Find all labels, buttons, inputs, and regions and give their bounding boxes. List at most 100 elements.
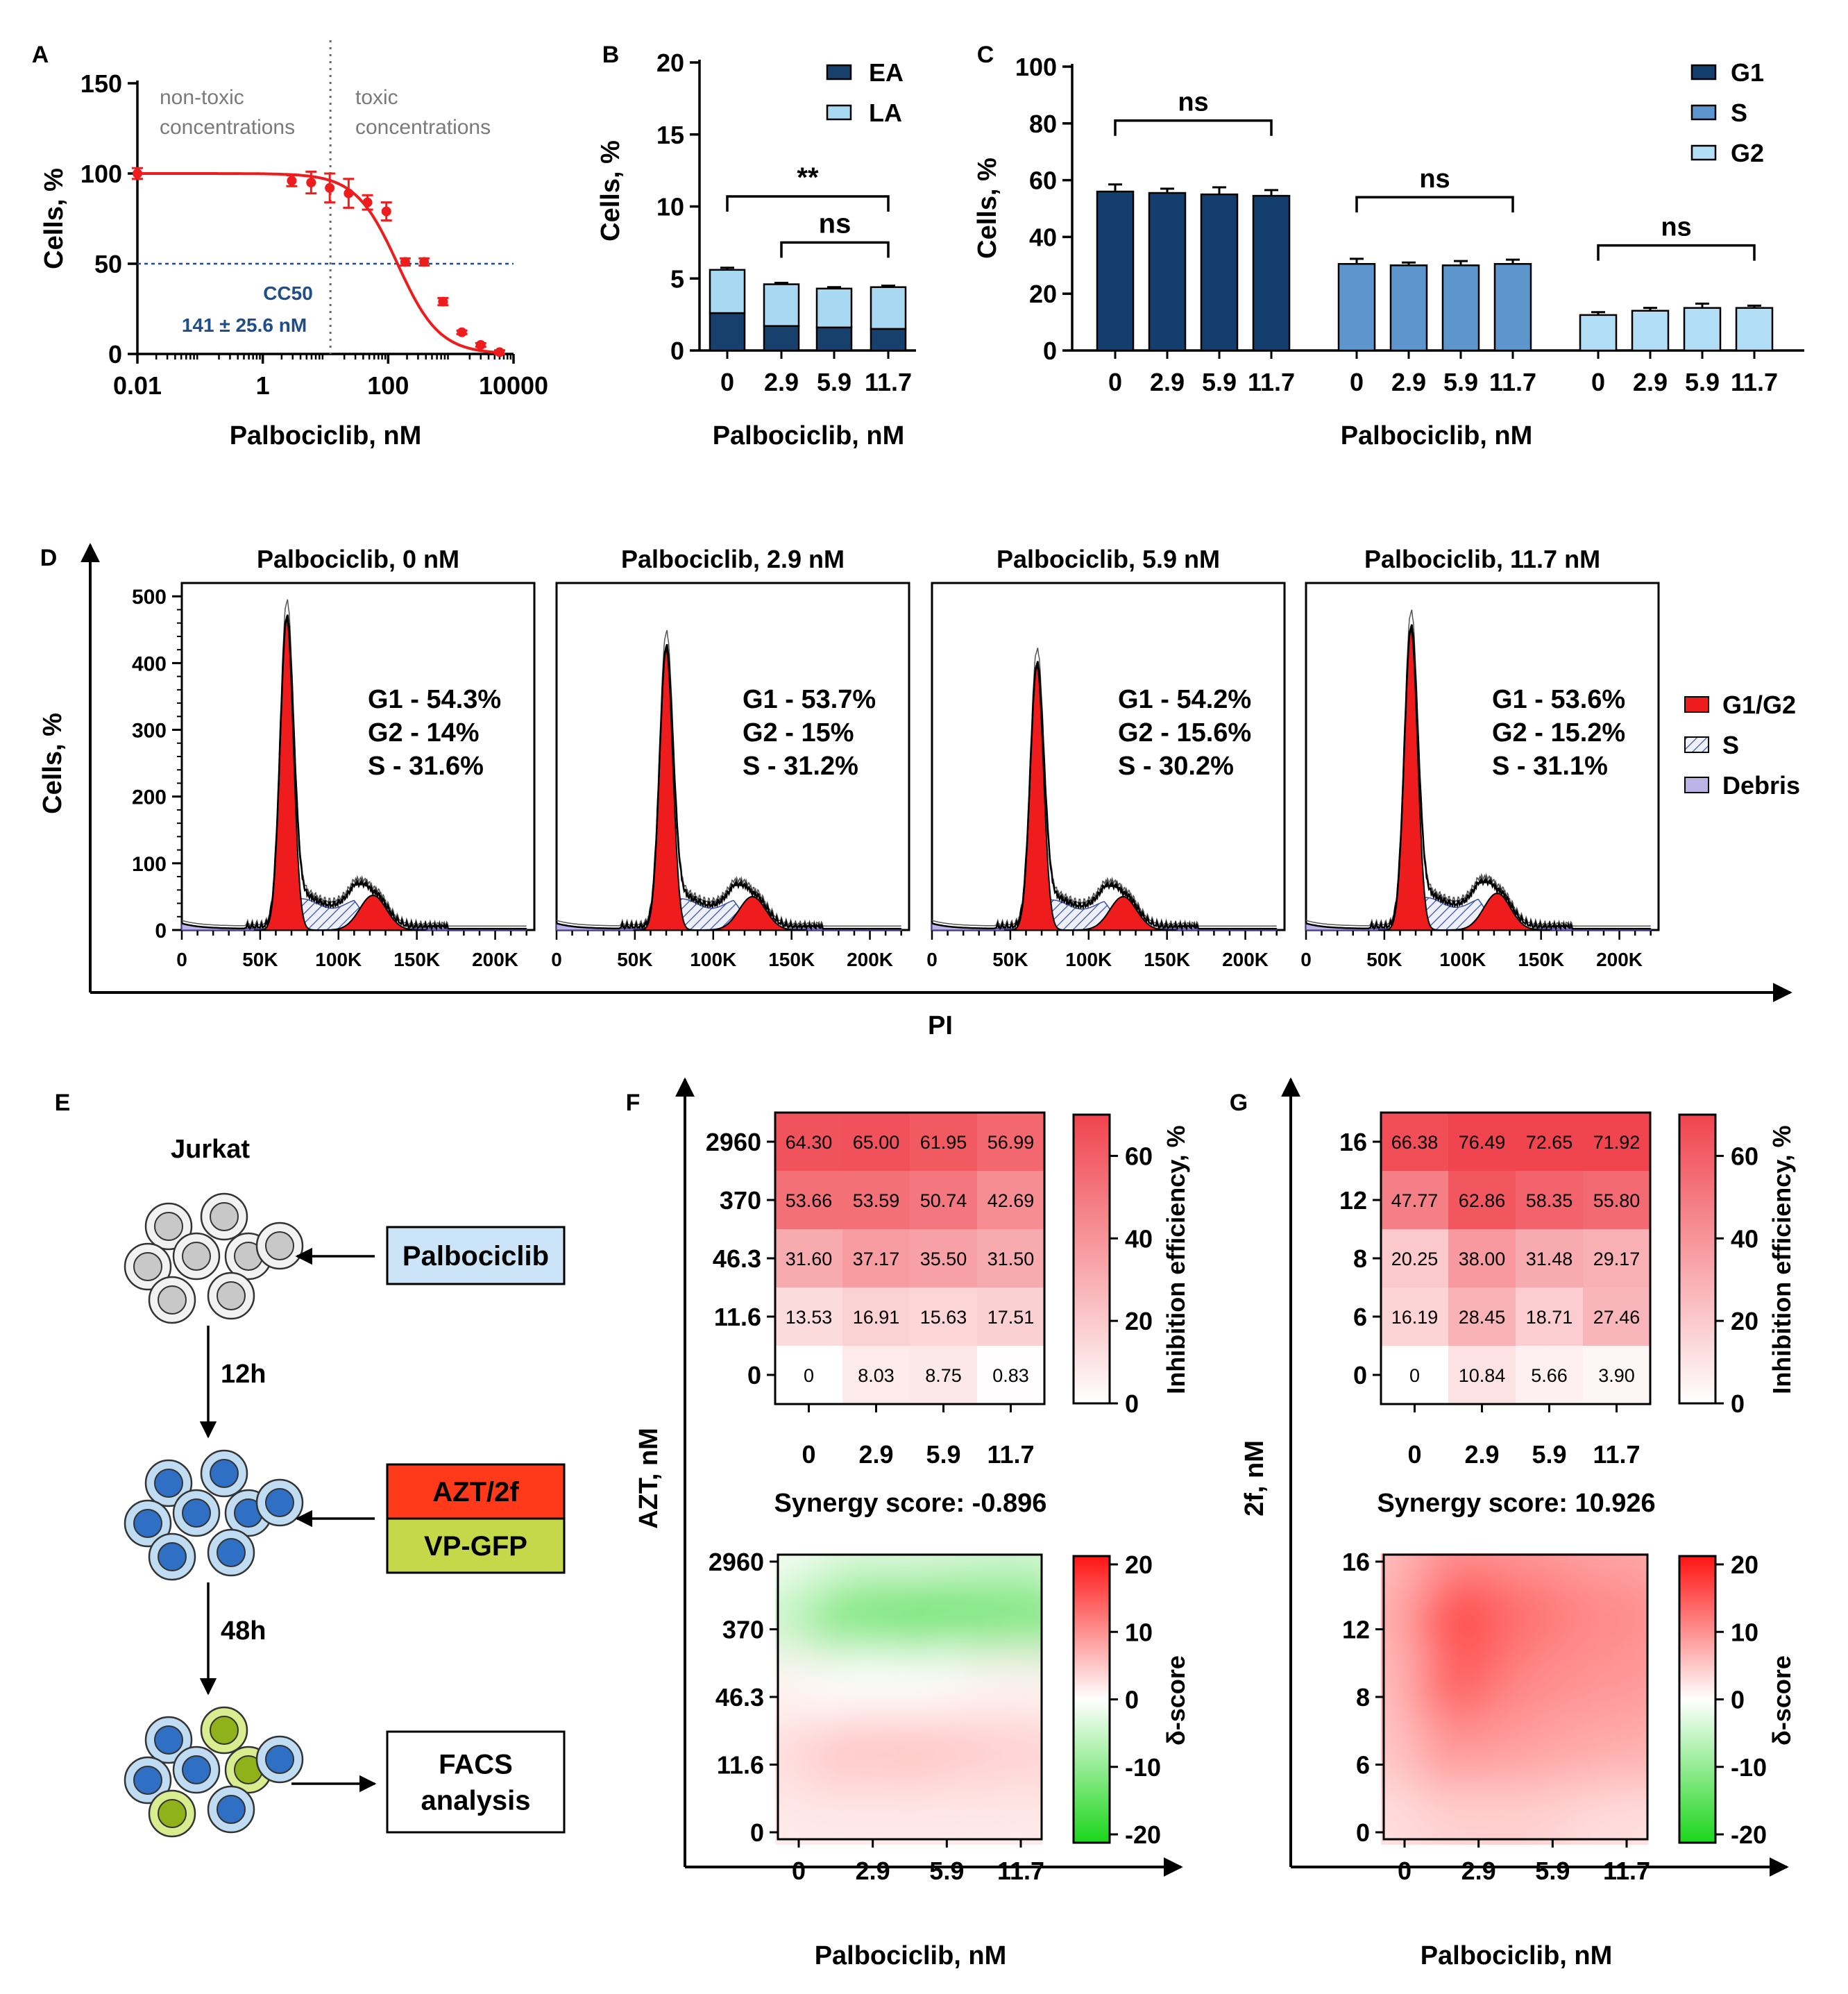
y-tick-label: 11.6 xyxy=(714,1303,761,1331)
panel-letter: E xyxy=(55,1090,71,1116)
bar-la xyxy=(709,269,746,314)
histogram-stat: S - 31.6% xyxy=(368,752,484,781)
colorbar-tick-label: -20 xyxy=(1125,1820,1161,1849)
y-tick-label: 300 xyxy=(132,720,167,743)
histogram-title: Palbociclib, 0 nM xyxy=(257,545,459,573)
histogram-stat: G2 - 15.6% xyxy=(1118,718,1251,747)
heatmap-value: 62.86 xyxy=(1459,1190,1506,1211)
y-tick-label: 5 xyxy=(670,264,684,293)
colorbar-tick-label: 20 xyxy=(1731,1307,1758,1335)
legend-swatch xyxy=(1684,696,1709,713)
x-tick-label: 2.9 xyxy=(1150,368,1185,396)
x-tick-label: 150K xyxy=(768,949,815,970)
y-tick-label: 2960 xyxy=(706,1128,761,1156)
significance-label: ns xyxy=(1178,88,1208,117)
heatmap-cell xyxy=(1583,1287,1650,1346)
y-tick-label: 20 xyxy=(656,49,684,77)
heatmap-cell xyxy=(1448,1229,1516,1287)
heatmap-cell xyxy=(1583,1113,1650,1171)
heatmap-value: 0 xyxy=(1409,1365,1420,1386)
heatmap-value: 72.65 xyxy=(1526,1132,1573,1153)
heatmap-cell xyxy=(1583,1346,1650,1404)
heatmap-value: 55.80 xyxy=(1593,1190,1641,1211)
heatmap-cell xyxy=(910,1346,977,1404)
heatmap-cell xyxy=(842,1287,910,1346)
heatmap-value: 5.66 xyxy=(1531,1365,1568,1386)
bar-g2 xyxy=(1631,310,1670,352)
significance-label: ns xyxy=(1661,213,1691,242)
cell-nucleus xyxy=(154,1212,183,1241)
bar-g1 xyxy=(1148,192,1187,352)
bar-s xyxy=(1441,264,1480,352)
heatmap-cell xyxy=(1516,1229,1583,1287)
heatmap-value: 20.25 xyxy=(1391,1249,1439,1269)
histogram-title: Palbociclib, 11.7 nM xyxy=(1364,545,1600,573)
y-tick-label: 16 xyxy=(1339,1128,1367,1156)
facs-box-label: FACS xyxy=(439,1750,513,1780)
y-tick-label: 10 xyxy=(656,193,684,221)
colorbar-tick-label: 0 xyxy=(1125,1389,1139,1418)
heatmap-value: 10.84 xyxy=(1459,1365,1506,1386)
colorbar-tick-label: 60 xyxy=(1731,1142,1758,1170)
heatmap-value: 31.48 xyxy=(1526,1249,1573,1269)
bar-ea xyxy=(709,312,746,352)
data-point xyxy=(325,183,335,193)
heatmap-cell xyxy=(977,1287,1044,1346)
colorbar-title: δ-score xyxy=(1162,1655,1190,1746)
data-point xyxy=(133,169,142,178)
legend-label: G1 xyxy=(1731,58,1764,87)
heatmap-cell xyxy=(910,1287,977,1346)
cell-nucleus xyxy=(133,1509,162,1538)
heatmap-cell xyxy=(1381,1171,1448,1229)
heatmap-value: 0 xyxy=(804,1365,814,1386)
heatmap-cell xyxy=(910,1171,977,1229)
legend-label: S xyxy=(1731,99,1747,127)
heatmap-cell xyxy=(1448,1346,1516,1404)
y-axis-title: Cells, % xyxy=(973,158,1002,259)
x-tick-label: 2.9 xyxy=(1461,1857,1496,1885)
x-axis-title: Palbociclib, nM xyxy=(815,1941,1007,1970)
legend-swatch xyxy=(1690,64,1717,81)
histogram-trace xyxy=(1305,624,1651,931)
x-tick-label: 0 xyxy=(1398,1857,1412,1885)
colorbar-tick-label: 0 xyxy=(1731,1686,1745,1714)
synergy-score: Synergy score: -0.896 xyxy=(774,1489,1047,1518)
colorbar-delta xyxy=(1072,1555,1111,1844)
g1-peak xyxy=(1377,628,1444,931)
bar-la xyxy=(870,286,907,330)
data-point xyxy=(419,257,430,267)
heatmap-value: 29.17 xyxy=(1593,1249,1641,1269)
heatmap-cell xyxy=(977,1346,1044,1404)
legend-swatch xyxy=(1684,736,1709,753)
y-tick-label: 20 xyxy=(1029,280,1057,308)
heatmap-cell xyxy=(775,1171,842,1229)
legend-swatch xyxy=(1690,144,1717,161)
y-tick-label: 100 xyxy=(1015,53,1057,81)
x-tick-label: 0 xyxy=(792,1857,806,1885)
histogram-title: Palbociclib, 2.9 nM xyxy=(621,545,845,573)
heatmap-cell xyxy=(842,1346,910,1404)
x-tick-label: 5.9 xyxy=(1535,1857,1570,1885)
x-tick-label: 5.9 xyxy=(929,1857,964,1885)
colorbar-tick-label: 20 xyxy=(1731,1551,1758,1579)
x-tick-label: 11.7 xyxy=(997,1857,1044,1885)
x-tick-label: 0 xyxy=(1407,1440,1421,1469)
delta-blur xyxy=(775,1553,1042,1845)
heatmap-cell xyxy=(1583,1171,1650,1229)
heatmap-value: 66.38 xyxy=(1391,1132,1439,1153)
y-tick-label: 8 xyxy=(1356,1683,1370,1712)
x-tick-label: 11.7 xyxy=(1248,368,1295,396)
cells-infected xyxy=(124,1706,304,1838)
x-tick-label: 50K xyxy=(992,949,1028,970)
data-point xyxy=(475,340,486,350)
heatmap-cell xyxy=(977,1113,1044,1171)
panel-letter: F xyxy=(626,1090,641,1116)
facs-box-label: analysis xyxy=(421,1786,531,1816)
cell-nucleus xyxy=(265,1231,294,1260)
legend-swatch xyxy=(826,104,852,121)
x-tick-label: 2.9 xyxy=(764,368,799,396)
x-tick-label: 5.9 xyxy=(1443,368,1478,396)
x-tick-label: 200K xyxy=(847,949,893,970)
heatmap-value: 3.90 xyxy=(1598,1365,1635,1386)
heatmap-value: 56.99 xyxy=(987,1132,1035,1153)
